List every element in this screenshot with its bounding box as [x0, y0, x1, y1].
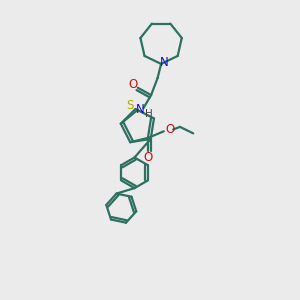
Text: O: O — [166, 123, 175, 136]
Text: N: N — [136, 103, 145, 116]
Text: O: O — [128, 78, 137, 91]
Text: S: S — [127, 99, 134, 112]
Text: O: O — [143, 151, 152, 164]
Text: H: H — [146, 109, 153, 119]
Text: N: N — [160, 56, 169, 69]
